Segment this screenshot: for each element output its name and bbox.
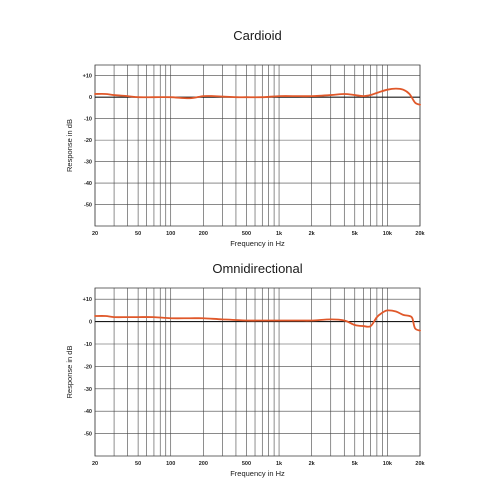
y-tick-label: -10 (84, 117, 92, 123)
x-tick-label: 1k (276, 461, 283, 467)
frequency-response-curve (94, 87, 421, 106)
x-tick-label: 200 (199, 231, 208, 237)
chart-panel-1: Cardioid +10 0 -10 -20 -30 -40 -50 20 50 100 200 500… (65, 28, 426, 248)
x-tick-label: 500 (242, 231, 251, 237)
x-tick-label: 1k (276, 231, 283, 237)
x-tick-label: 200 (199, 461, 208, 467)
y-tick-label: -30 (84, 387, 92, 393)
gridlines (94, 288, 421, 456)
x-tick-label: 50 (135, 231, 141, 237)
y-axis-label: Response in dB (65, 119, 74, 172)
y-tick-label: +10 (83, 297, 92, 303)
y-tick-label: -30 (84, 160, 92, 166)
y-axis-label: Response in dB (65, 346, 74, 399)
chart-title: Omnidirectional (212, 261, 302, 276)
y-tick-label: -50 (84, 432, 92, 438)
x-tick-label: 100 (166, 461, 175, 467)
y-tick-label: +10 (83, 74, 92, 80)
x-tick-label: 20 (92, 461, 98, 467)
frequency-response-curve (94, 309, 421, 332)
x-tick-label: 2k (309, 461, 316, 467)
y-tick-label: 0 (89, 95, 92, 101)
x-tick-label: 20 (92, 231, 98, 237)
x-tick-label: 500 (242, 461, 251, 467)
y-tick-label: -40 (84, 409, 92, 415)
x-tick-label: 20k (415, 461, 425, 467)
y-tick-label: -20 (84, 364, 92, 370)
x-tick-label: 10k (383, 461, 393, 467)
y-tick-label: -40 (84, 181, 92, 187)
x-axis-label: Frequency in Hz (230, 239, 285, 248)
x-tick-label: 5k (352, 461, 359, 467)
x-tick-label: 5k (352, 231, 359, 237)
chart-title: Cardioid (233, 28, 281, 43)
y-tick-label: 0 (89, 320, 92, 326)
x-tick-label: 2k (309, 231, 316, 237)
y-tick-label: -20 (84, 138, 92, 144)
x-tick-label: 100 (166, 231, 175, 237)
y-tick-label: -50 (84, 203, 92, 209)
gridlines (94, 65, 421, 226)
x-tick-label: 10k (383, 231, 393, 237)
x-tick-label: 20k (415, 231, 425, 237)
chart-panel-2: Omnidirectional +10 0 -10 -20 -30 -40 -50 20 50 10… (65, 261, 426, 478)
plot-frame (94, 64, 421, 227)
plot-frame (94, 287, 421, 457)
x-axis-label: Frequency in Hz (230, 469, 285, 478)
y-tick-label: -10 (84, 342, 92, 348)
x-tick-label: 50 (135, 461, 141, 467)
